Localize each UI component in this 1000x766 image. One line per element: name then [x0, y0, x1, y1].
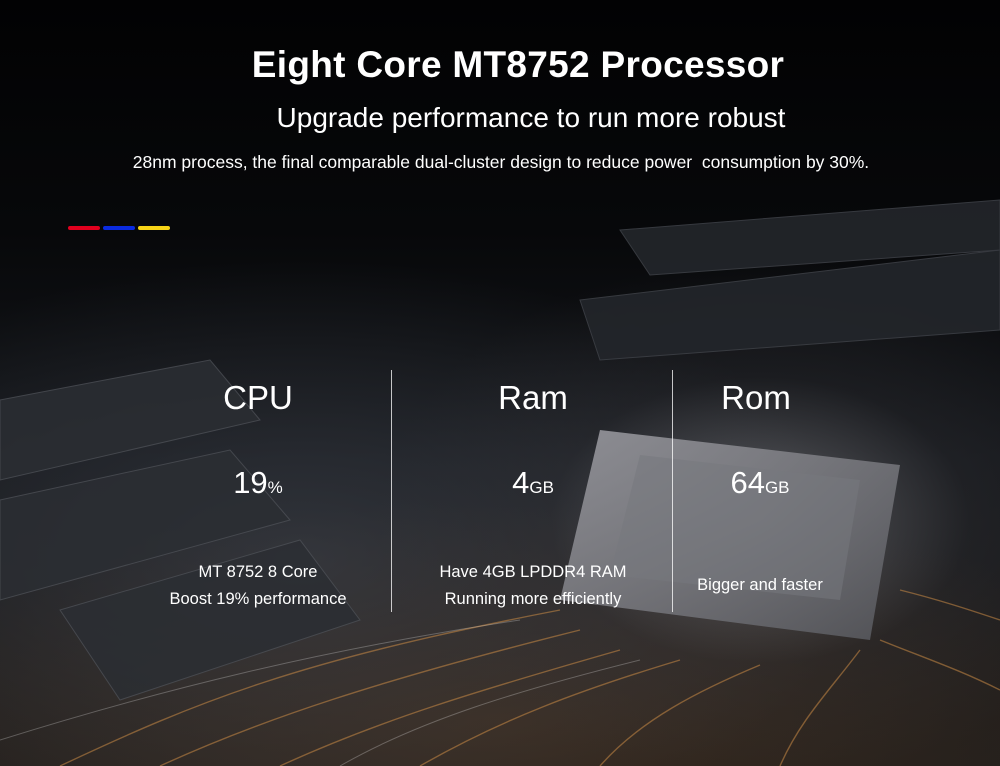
page-subtitle: Upgrade performance to run more robust: [276, 102, 786, 133]
spec-label: Rom: [721, 379, 791, 416]
spec-label: Ram: [498, 379, 568, 416]
page-title: Eight Core MT8752 Processor: [251, 44, 785, 85]
spec-label: CPU: [223, 379, 293, 416]
spec-column-ram: Ram 4GB Have 4GB LPDDR4 RAM Running more…: [408, 378, 658, 613]
spec-value: 4GB: [512, 465, 554, 500]
accent-bars: [68, 226, 170, 231]
accent-bar-blue: [103, 226, 135, 230]
spec-column-rom: Rom 64GB Bigger and faster: [660, 378, 860, 599]
spec-column-cpu: CPU 19% MT 8752 8 Core Boost 19% perform…: [138, 378, 378, 613]
accent-bar-red: [68, 226, 100, 230]
spec-description: MT 8752 8 Core Boost 19% performance: [169, 563, 347, 608]
column-divider: [391, 370, 392, 612]
spec-value: 64GB: [730, 465, 790, 500]
column-divider: [672, 370, 673, 612]
spec-value: 19%: [233, 465, 283, 500]
accent-bar-yellow: [138, 226, 170, 230]
spec-description: Have 4GB LPDDR4 RAM Running more efficie…: [439, 563, 627, 608]
page-description: 28nm process, the final comparable dual-…: [132, 152, 870, 172]
spec-description: Bigger and faster: [697, 576, 823, 594]
